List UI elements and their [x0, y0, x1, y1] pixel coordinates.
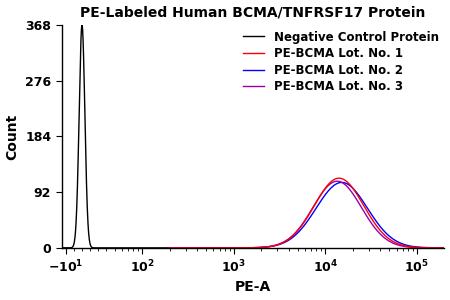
Title: PE-Labeled Human BCMA/TNFRSF17 Protein: PE-Labeled Human BCMA/TNFRSF17 Protein: [81, 6, 426, 20]
Y-axis label: Count: Count: [5, 113, 19, 160]
X-axis label: PE-A: PE-A: [235, 280, 271, 294]
Legend: Negative Control Protein, PE-BCMA Lot. No. 1, PE-BCMA Lot. No. 2, PE-BCMA Lot. N: Negative Control Protein, PE-BCMA Lot. N…: [243, 31, 439, 93]
